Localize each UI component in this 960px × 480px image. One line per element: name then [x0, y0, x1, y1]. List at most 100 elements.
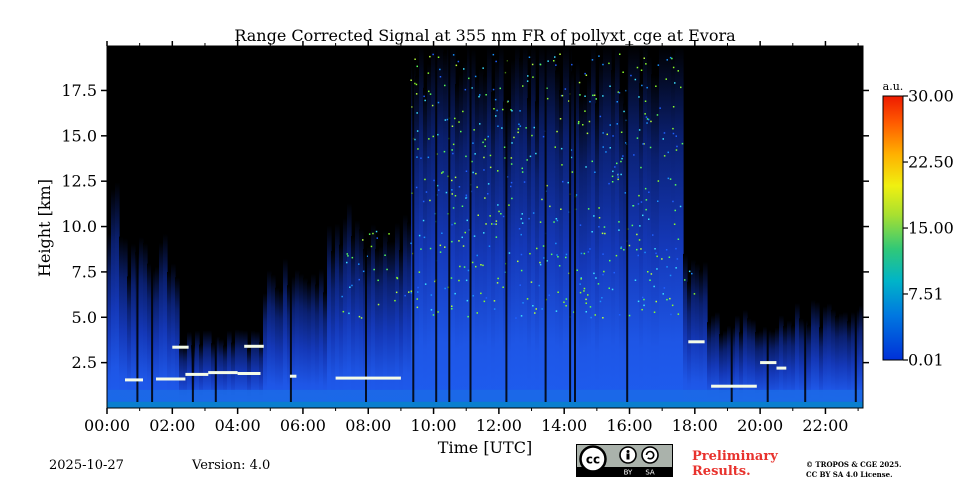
signal-speckle — [410, 292, 413, 294]
signal-speckle — [620, 160, 622, 163]
signal-column — [547, 46, 552, 408]
signal-column — [659, 46, 664, 408]
signal-speckle — [586, 132, 589, 135]
y-tick-label: 10.0 — [61, 217, 97, 236]
signal-speckle — [484, 145, 486, 147]
signal-column — [399, 250, 404, 408]
signal-speckle — [536, 247, 538, 250]
signal-speckle — [673, 223, 676, 225]
signal-speckle — [647, 271, 649, 273]
signal-column — [715, 312, 720, 408]
signal-speckle — [636, 137, 639, 139]
signal-speckle — [517, 260, 519, 263]
signal-column — [607, 46, 612, 408]
signal-speckle — [473, 235, 476, 237]
signal-speckle — [454, 117, 456, 120]
signal-speckle — [521, 167, 523, 170]
signal-speckle — [483, 156, 485, 159]
signal-speckle — [646, 86, 648, 89]
signal-speckle — [395, 291, 398, 294]
signal-gap — [730, 46, 733, 402]
signal-column — [351, 236, 356, 408]
signal-speckle — [349, 286, 351, 288]
y-axis: 2.5 5.0 7.5 10.0 12.5 15.0 17.5 — [61, 81, 869, 372]
signal-speckle — [477, 214, 479, 216]
signal-speckle — [358, 263, 360, 265]
signal-gap — [136, 46, 139, 402]
signal-speckle — [394, 299, 396, 302]
signal-speckle — [615, 254, 618, 257]
signal-speckle — [556, 219, 559, 222]
signal-speckle — [542, 135, 545, 138]
signal-column — [163, 233, 168, 408]
cc-logo-icon — [579, 445, 607, 473]
signal-column — [283, 258, 288, 408]
signal-speckle — [585, 311, 587, 313]
signal-speckle — [597, 283, 600, 285]
signal-speckle — [533, 126, 535, 129]
signal-speckle — [510, 181, 513, 184]
signal-speckle — [373, 268, 375, 271]
signal-speckle — [408, 291, 410, 293]
signal-speckle — [489, 215, 491, 217]
signal-column — [663, 46, 668, 408]
signal-column — [591, 46, 596, 408]
signal-gap — [412, 46, 415, 402]
signal-speckle — [622, 155, 624, 157]
signal-speckle — [489, 154, 492, 157]
signal-speckle — [564, 88, 567, 90]
signal-speckle — [580, 277, 582, 279]
signal-speckle — [424, 99, 426, 102]
signal-column — [143, 243, 148, 408]
signal-speckle — [668, 256, 671, 258]
signal-speckle — [425, 191, 428, 193]
signal-speckle — [693, 293, 696, 295]
signal-column — [267, 270, 272, 408]
signal-speckle — [616, 162, 618, 165]
signal-speckle — [606, 133, 608, 136]
chart-title: Range Corrected Signal at 355 nm FR of p… — [234, 26, 736, 45]
signal-speckle — [431, 104, 434, 107]
signal-speckle — [417, 148, 419, 150]
signal-speckle — [437, 311, 439, 313]
signal-column — [483, 74, 488, 408]
signal-column — [855, 309, 860, 408]
signal-speckle — [579, 224, 582, 226]
signal-speckle — [539, 263, 542, 266]
signal-column — [419, 46, 424, 408]
signal-column — [199, 344, 204, 408]
signal-column — [187, 331, 192, 408]
signal-speckle — [669, 56, 672, 59]
signal-speckle — [439, 251, 442, 253]
signal-column — [463, 61, 468, 408]
signal-column — [319, 268, 324, 408]
signal-speckle — [677, 70, 679, 72]
signal-speckle — [546, 87, 548, 89]
signal-speckle — [663, 132, 666, 134]
signal-speckle — [483, 232, 485, 234]
signal-column — [755, 332, 760, 408]
signal-column — [475, 76, 480, 408]
signal-speckle — [442, 171, 444, 173]
signal-speckle — [368, 233, 371, 235]
signal-column — [503, 101, 508, 408]
signal-column — [811, 300, 816, 408]
signal-speckle — [532, 76, 534, 78]
signal-speckle — [647, 118, 650, 121]
x-tick-label: 06:00 — [280, 416, 326, 435]
signal-column — [743, 309, 748, 408]
signal-speckle — [611, 175, 614, 178]
signal-column — [467, 46, 472, 408]
signal-speckle — [609, 259, 611, 262]
signal-speckle — [513, 136, 515, 139]
preliminary-line-1: Preliminary — [692, 449, 778, 464]
signal-gap — [569, 46, 572, 402]
signal-speckle — [602, 95, 604, 97]
signal-speckle — [657, 200, 659, 202]
signal-speckle — [666, 298, 668, 301]
signal-speckle — [623, 249, 625, 251]
signal-speckle — [585, 302, 587, 304]
signal-speckle — [497, 125, 499, 127]
signal-speckle — [634, 279, 637, 281]
signal-speckle — [362, 270, 365, 273]
